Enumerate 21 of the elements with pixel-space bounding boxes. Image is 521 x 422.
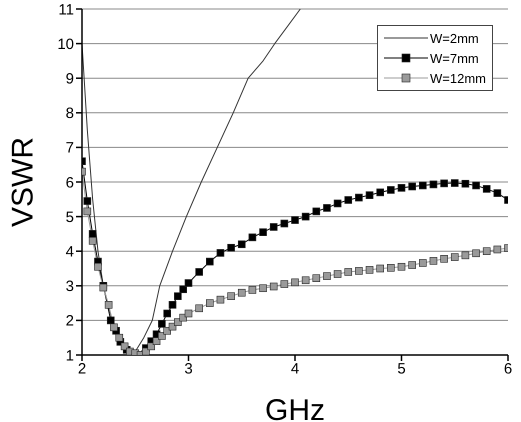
y-tick-label: 4 <box>66 244 74 261</box>
x-tick-label: 2 <box>78 360 86 378</box>
y-tick-label: 8 <box>66 105 74 122</box>
x-tick-label: 4 <box>290 360 300 378</box>
y-tick-label: 6 <box>66 174 74 192</box>
x-tick-label: 3 <box>184 360 193 378</box>
y-tick-label: 2 <box>66 312 74 330</box>
y-tick-label: 10 <box>57 36 74 53</box>
y-tick-label: 3 <box>66 278 74 296</box>
y-tick-label: 9 <box>66 70 74 88</box>
legend-label: W=2mm <box>430 30 479 46</box>
x-tick-label: 6 <box>504 360 512 378</box>
x-tick-label: 5 <box>397 360 406 378</box>
y-axis-title: VSWR <box>6 137 40 227</box>
y-tick-label: 7 <box>66 140 74 157</box>
y-tick-label: 5 <box>66 208 74 226</box>
legend-label: W=12mm <box>430 70 486 86</box>
y-tick-label: 11 <box>58 1 74 18</box>
legend-label: W=7mm <box>430 50 479 66</box>
y-tick-label: 1 <box>66 347 74 364</box>
x-axis-title: GHz <box>265 394 325 422</box>
